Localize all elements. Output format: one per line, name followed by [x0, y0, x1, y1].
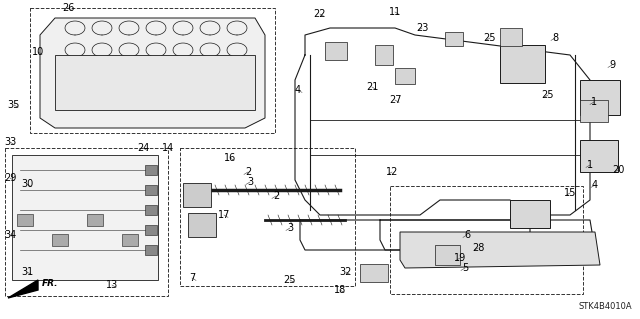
Text: 31: 31 [21, 267, 33, 277]
Text: 4: 4 [592, 180, 598, 190]
Text: 23: 23 [416, 23, 428, 33]
Text: 6: 6 [464, 230, 470, 240]
Text: 25: 25 [541, 90, 554, 100]
Text: 20: 20 [612, 165, 624, 175]
Text: FR.: FR. [42, 279, 58, 288]
Bar [325, 42, 347, 60]
Bar [390, 186, 583, 294]
Bar [183, 183, 211, 207]
Text: 9: 9 [609, 60, 615, 70]
Text: 28: 28 [472, 243, 484, 253]
Bar [145, 185, 157, 195]
Bar [145, 165, 157, 175]
Text: 33: 33 [4, 137, 16, 147]
Text: 7: 7 [189, 273, 195, 283]
Text: 25: 25 [284, 275, 296, 285]
Text: 16: 16 [224, 153, 236, 163]
Bar [580, 80, 620, 115]
Bar [180, 148, 355, 286]
Text: 4: 4 [295, 85, 301, 95]
Text: 25: 25 [484, 33, 496, 43]
Text: 27: 27 [388, 95, 401, 105]
Text: 26: 26 [62, 3, 74, 13]
Text: 30: 30 [21, 179, 33, 189]
Bar [375, 45, 393, 65]
Bar [510, 200, 550, 228]
Bar [30, 8, 275, 133]
Bar [360, 264, 388, 282]
Text: 17: 17 [218, 210, 230, 220]
Bar [580, 140, 618, 172]
Bar [500, 28, 522, 46]
Text: 15: 15 [564, 188, 576, 198]
Bar [188, 213, 216, 237]
Bar [5, 148, 168, 296]
Polygon shape [55, 55, 255, 110]
Text: 3: 3 [287, 223, 293, 233]
Text: 19: 19 [454, 253, 466, 263]
Polygon shape [12, 155, 158, 280]
Text: 14: 14 [162, 143, 174, 153]
Text: 5: 5 [462, 263, 468, 273]
Text: 24: 24 [137, 143, 149, 153]
Text: 32: 32 [340, 267, 352, 277]
Text: 34: 34 [4, 230, 16, 240]
Text: 22: 22 [314, 9, 326, 19]
Bar [145, 205, 157, 215]
Bar [500, 45, 545, 83]
Text: 1: 1 [587, 160, 593, 170]
Text: 10: 10 [32, 47, 44, 57]
Bar [87, 214, 103, 226]
Bar [122, 234, 138, 246]
Bar [145, 225, 157, 235]
Bar [445, 32, 463, 46]
Bar [17, 214, 33, 226]
Text: 12: 12 [386, 167, 398, 177]
Text: 11: 11 [389, 7, 401, 17]
Text: 8: 8 [552, 33, 558, 43]
Text: 21: 21 [366, 82, 378, 92]
Text: 2: 2 [245, 167, 251, 177]
Polygon shape [400, 232, 600, 268]
Text: 3: 3 [247, 177, 253, 187]
Bar [580, 100, 608, 122]
Bar [395, 68, 415, 84]
Text: 1: 1 [591, 97, 597, 107]
Bar [52, 234, 68, 246]
Text: 18: 18 [334, 285, 346, 295]
Text: 2: 2 [273, 191, 279, 201]
Text: 35: 35 [8, 100, 20, 110]
Bar [435, 245, 460, 265]
Text: STK4B4010A: STK4B4010A [579, 302, 632, 311]
Polygon shape [40, 18, 265, 128]
Text: 13: 13 [106, 280, 118, 290]
Polygon shape [8, 280, 38, 298]
Bar [145, 245, 157, 255]
Text: 29: 29 [4, 173, 16, 183]
